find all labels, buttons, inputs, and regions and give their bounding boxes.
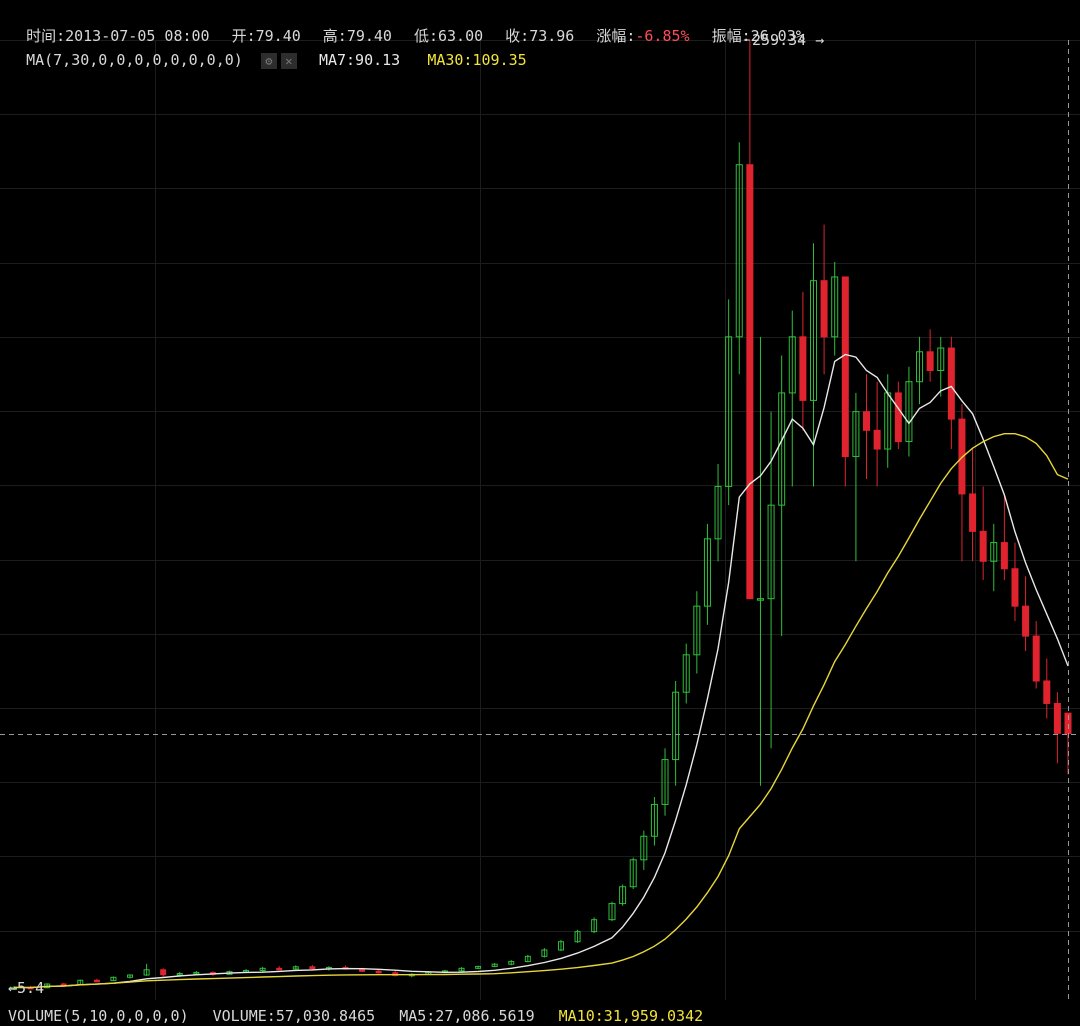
high-value: 79.40 (346, 27, 392, 45)
candle-body-up (905, 381, 913, 443)
candle-body-down (276, 967, 283, 971)
change-label: 涨幅: (596, 27, 636, 45)
indicator-bar: MA(7,30,0,0,0,0,0,0,0,0) ⚙ ✕ MA7:90.13 MA… (8, 30, 527, 70)
candle-body-up (672, 691, 680, 761)
candle-body-down (841, 276, 849, 458)
candle-body-down (969, 493, 977, 532)
candle-body-up (574, 931, 581, 943)
amplitude-value: 26.03% (750, 27, 805, 45)
close-icon[interactable]: ✕ (280, 52, 297, 69)
candle-body-down (1053, 702, 1061, 734)
candle-body-down (1043, 680, 1051, 704)
ma30-value: MA30:109.35 (427, 51, 527, 69)
candle-body-down (375, 970, 382, 974)
candle-body-up (619, 886, 627, 905)
candle-body-down (947, 347, 955, 420)
ma7-value: MA7:90.13 (318, 51, 401, 69)
candle-body-up (176, 973, 183, 976)
low-value: 63.00 (438, 27, 484, 45)
candle-body-down (926, 351, 934, 371)
candle-body-up (458, 967, 465, 972)
candle-body-up (629, 859, 637, 888)
candle-body-up (110, 976, 117, 982)
candle-body-up (557, 941, 564, 951)
candle-body-up (831, 276, 839, 338)
candle-body-up (990, 542, 998, 562)
candle-body-up (703, 538, 711, 607)
volume-ma5: MA5:27,086.5619 (399, 1007, 535, 1025)
candle-body-up (809, 280, 817, 401)
candle-body-up (541, 949, 548, 957)
candle-body-down (1032, 635, 1040, 682)
candle-body-up (725, 336, 733, 487)
candle-body-up (650, 803, 658, 837)
candle-body-down (93, 979, 100, 983)
candle-body-up (714, 485, 722, 540)
candle-body-up (475, 965, 482, 969)
low-label: 低: (413, 27, 438, 45)
candle-body-up (508, 961, 515, 965)
candle-body-up (693, 605, 701, 656)
candle-body-down (160, 969, 167, 976)
candle-body-up (608, 903, 616, 921)
ma30-line (13, 433, 1069, 989)
candle-body-down (1000, 542, 1008, 570)
high-label: 高: (322, 27, 347, 45)
ma-params: MA(7,30,0,0,0,0,0,0,0,0) (26, 51, 243, 69)
open-value: 79.40 (255, 27, 301, 45)
candle-body-up (735, 164, 743, 338)
ohlc-info-bar: 时间:2013-07-05 08:00 开:79.40 高:79.40 低:63.00… (8, 6, 827, 46)
candle-body-up (127, 974, 134, 978)
ma7-line (13, 353, 1069, 989)
max-price-value: 259.34 (752, 31, 807, 49)
candle-body-up (682, 654, 690, 693)
arrow-left-icon: ← (8, 979, 18, 997)
change-value: -6.85% (635, 27, 690, 45)
arrow-right-icon: → (815, 31, 825, 49)
volume-params: VOLUME(5,10,0,0,0,0) (8, 1007, 189, 1025)
volume-value: VOLUME:57,030.8465 (212, 1007, 376, 1025)
time-label: 时间: (26, 27, 66, 45)
max-price-marker: 259.34 → (752, 30, 824, 50)
candle-body-down (1011, 568, 1019, 607)
volume-indicator-bar: VOLUME(5,10,0,0,0,0) VOLUME:57,030.8465 MA… (8, 1006, 727, 1026)
candle-body-down (873, 429, 881, 450)
candle-body-down (820, 280, 828, 338)
candle-body-up (591, 919, 598, 933)
candle-body-down (979, 530, 987, 562)
candle-body-down (894, 392, 902, 443)
candle-body-up (640, 835, 648, 861)
close-value: 73.96 (529, 27, 575, 45)
volume-ma10: MA10:31,959.0342 (558, 1007, 704, 1025)
time-value: 2013-07-05 08:00 (65, 27, 210, 45)
candle-body-up (916, 351, 924, 383)
candle-body-up (524, 955, 531, 963)
candle-body-up (788, 336, 796, 394)
candle-body-up (259, 967, 266, 972)
candle-body-down (1022, 605, 1030, 637)
candle-body-up (852, 411, 860, 458)
candle-body-up (767, 504, 775, 600)
gear-icon[interactable]: ⚙ (260, 52, 277, 69)
candle-body-up (937, 347, 945, 371)
candle-body-up (491, 963, 498, 967)
candle-body-up (193, 971, 200, 975)
candle-body-down (863, 411, 871, 431)
candle-body-up (756, 598, 764, 601)
candle-body-up (778, 392, 786, 506)
amplitude-label: 振幅: (711, 27, 751, 45)
candle-body-down (309, 966, 316, 970)
candle-body-down (799, 336, 807, 401)
candle-body-up (143, 969, 150, 976)
min-price-value: 5.4 (17, 979, 45, 997)
candle-body-up (11, 986, 17, 990)
candle-body-down (746, 164, 754, 600)
open-label: 开: (231, 27, 256, 45)
close-label: 收: (505, 27, 530, 45)
min-price-marker: ←5.4 (8, 978, 44, 998)
candle-body-up (661, 759, 669, 805)
candle-body-up (292, 966, 299, 970)
